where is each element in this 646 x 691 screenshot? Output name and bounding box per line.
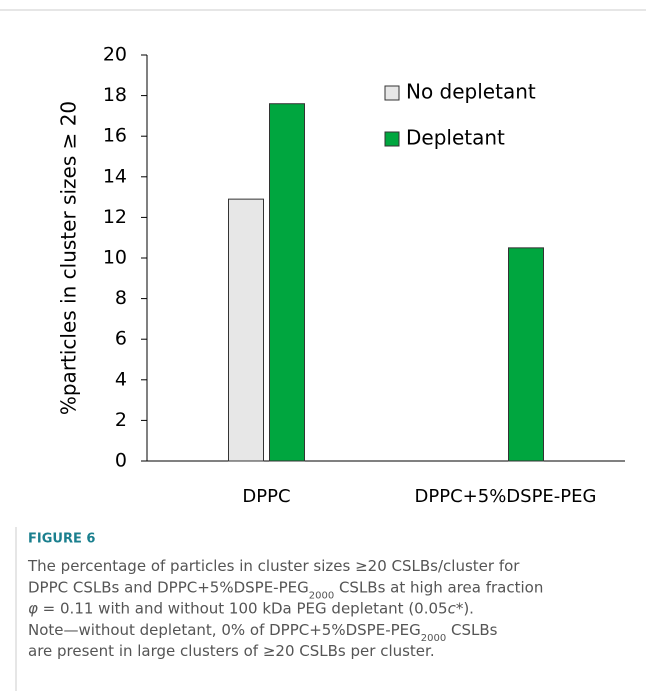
y-tick-label: 12 <box>103 206 127 228</box>
caption-text: 2000 <box>309 590 334 601</box>
caption-text: φ <box>28 600 38 618</box>
bar <box>508 247 544 462</box>
caption-line: are present in large clusters of ≥20 CSL… <box>28 642 435 660</box>
y-tick-label: 0 <box>115 450 127 472</box>
caption-text: are present in large clusters of ≥20 CSL… <box>28 642 435 660</box>
y-tick-label: 16 <box>103 125 127 147</box>
caption-line: φ = 0.11 with and without 100 kDa PEG de… <box>28 600 474 618</box>
y-tick-label: 8 <box>115 287 127 309</box>
caption-text: The percentage of particles in cluster s… <box>27 557 520 575</box>
bar <box>228 198 264 462</box>
y-tick-label: 2 <box>115 409 127 431</box>
legend-swatch <box>384 131 400 147</box>
legend-label: Depletant <box>406 126 505 150</box>
caption-line: Note—without depletant, 0% of DPPC+5%DSP… <box>28 621 498 644</box>
caption-text: DPPC CSLBs and DPPC+5%DSPE-PEG <box>28 578 309 596</box>
y-tick-label: 10 <box>103 247 127 269</box>
caption-text: 2000 <box>421 632 446 643</box>
bar <box>269 103 305 462</box>
y-tick-label: 20 <box>103 44 127 66</box>
y-tick-label: 4 <box>115 368 127 390</box>
caption-text: Note—without depletant, 0% of DPPC+5%DSP… <box>28 621 421 639</box>
caption-text: *). <box>456 600 474 618</box>
legend-swatch <box>384 85 400 101</box>
caption-text: = 0.11 with and without 100 kDa PEG depl… <box>38 600 448 618</box>
x-tick-label: DPPC <box>242 486 290 507</box>
caption-text: CSLBs <box>446 621 497 639</box>
figure-label: FIGURE 6 <box>28 532 95 547</box>
y-tick-label: 14 <box>103 165 127 187</box>
caption-text: c <box>448 600 457 618</box>
caption-line: The percentage of particles in cluster s… <box>27 557 520 575</box>
x-tick-label: DPPC+5%DSPE-PEG <box>415 486 597 507</box>
y-axis-label: %particles in cluster sizes ≥ 20 <box>57 101 81 415</box>
caption-text: CSLBs at high area fraction <box>334 578 543 596</box>
y-tick-label: 6 <box>115 328 127 350</box>
legend-label: No depletant <box>406 80 536 104</box>
caption-line: DPPC CSLBs and DPPC+5%DSPE-PEG2000 CSLBs… <box>28 578 543 601</box>
y-tick-label: 18 <box>103 84 127 106</box>
